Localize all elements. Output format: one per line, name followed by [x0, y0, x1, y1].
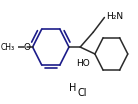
Text: H₂N: H₂N	[106, 12, 123, 21]
Text: Cl: Cl	[77, 88, 87, 98]
Text: H: H	[69, 82, 76, 93]
Text: HO: HO	[76, 59, 90, 68]
Text: O: O	[23, 43, 30, 52]
Text: CH₃: CH₃	[0, 43, 14, 52]
